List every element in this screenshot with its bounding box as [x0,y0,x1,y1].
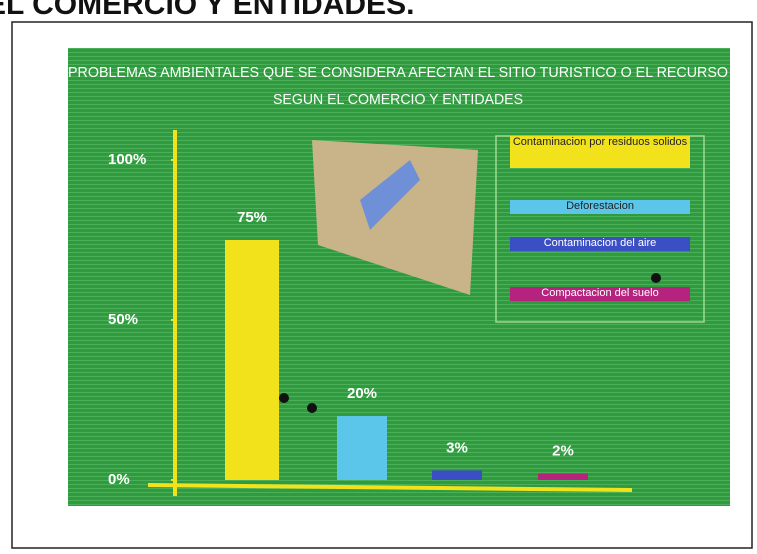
value-label: 75% [237,209,267,226]
legend-label: Compactacion del suelo [510,287,690,301]
value-label: 3% [446,439,468,456]
y-tick-label: 0% [108,471,130,488]
legend-label: Deforestacion [510,200,690,214]
heading: EL COMERCIO Y ENTIDADES. [0,0,414,21]
chart-title: SEGUN EL COMERCIO Y ENTIDADES [273,91,523,108]
legend-item: Contaminacion por residuos solidos [510,136,690,168]
y-tick-label: 100% [108,151,146,168]
bar [337,416,387,480]
bar [225,240,279,480]
page: EL COMERCIO Y ENTIDADES. PROBLEMAS AMBIE… [0,0,757,554]
bar [538,474,588,480]
legend-label: Contaminacion del aire [510,237,690,251]
legend-item: Contaminacion del aire [510,237,690,251]
hole [279,393,289,403]
legend-item: Deforestacion [510,200,690,214]
y-tick-label: 50% [108,311,138,328]
chart-background [68,48,730,506]
chart-title: PROBLEMAS AMBIENTALES QUE SE CONSIDERA A… [68,64,728,81]
legend-item: Compactacion del suelo [510,287,690,301]
value-label: 20% [347,385,377,402]
legend-label: Contaminacion por residuos solidos [510,136,690,168]
hole [651,273,661,283]
bar [432,470,482,480]
hole [307,403,317,413]
value-label: 2% [552,443,574,460]
